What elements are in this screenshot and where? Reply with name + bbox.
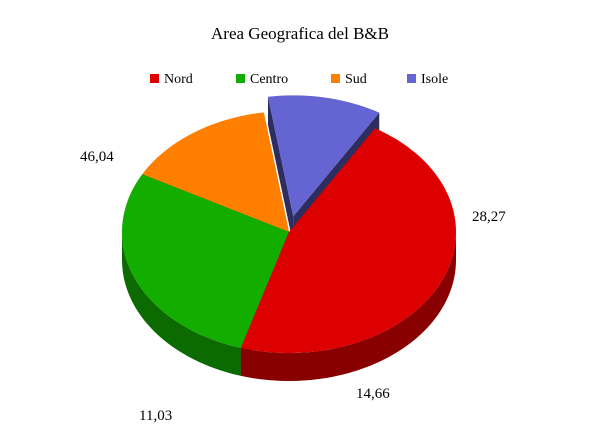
legend: Nord Centro Sud Isole: [150, 72, 448, 87]
value-label-nord: 46,04: [80, 149, 114, 165]
legend-label-nord: Nord: [164, 72, 193, 87]
value-label-isole: 11,03: [139, 408, 172, 424]
value-label-sud: 14,66: [356, 386, 390, 402]
chart-title: Area Geografica del B&B: [211, 24, 389, 43]
legend-swatch-centro: [236, 74, 245, 83]
legend-label-isole: Isole: [421, 72, 448, 87]
legend-label-sud: Sud: [345, 72, 367, 87]
slice-sud: [142, 112, 289, 232]
value-labels: 46,04 28,27 14,66 11,03: [80, 149, 506, 424]
slice-centro: [122, 174, 289, 348]
pie-layer: [122, 95, 456, 381]
slice-side-isole-start: [267, 96, 294, 245]
slice-nord: [240, 128, 456, 353]
legend-swatch-isole: [407, 74, 416, 83]
value-label-centro: 28,27: [472, 209, 506, 225]
legend-swatch-nord: [150, 74, 159, 83]
slice-isole: [267, 95, 380, 217]
legend-swatch-sud: [331, 74, 340, 83]
slice-edge-centro: [122, 232, 241, 376]
legend-label-centro: Centro: [250, 72, 288, 87]
slice-edge-nord: [240, 232, 456, 381]
